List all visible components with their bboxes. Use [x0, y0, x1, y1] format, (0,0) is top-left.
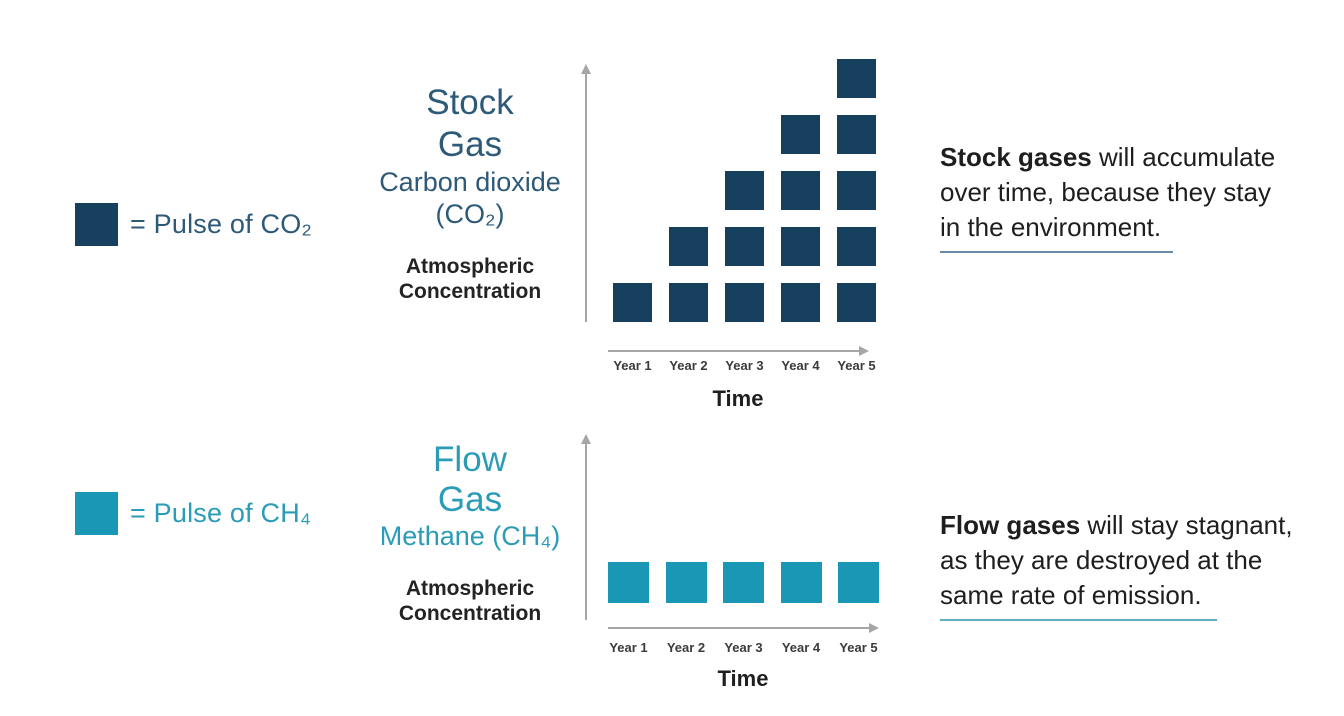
stock-pulse-square [613, 283, 652, 322]
co2-legend: = Pulse of CO₂ [75, 203, 312, 246]
stock-subtitle-line2: (CO₂) [435, 199, 505, 229]
flow-xtick-label: Year 1 [609, 640, 648, 655]
flow-title-block: Flow Gas Methane (CH₄) Atmospheric Conce… [330, 440, 610, 626]
stock-note: Stock gases will accumulate over time, b… [940, 140, 1275, 253]
stock-note-line3: in the environment. [940, 212, 1162, 242]
stock-xtick-label: Year 3 [725, 358, 764, 373]
ch4-legend: = Pulse of CH₄ [75, 492, 311, 535]
stock-xaxis-title: Time [712, 386, 764, 411]
stock-pulse-square [781, 227, 820, 266]
flow-yaxis-label: Atmospheric Concentration [398, 577, 542, 625]
flow-xaxis-title: Time [717, 666, 769, 691]
stock-yaxis-arrow [581, 64, 591, 322]
flow-xtick-label: Year 4 [781, 640, 821, 655]
stock-title-line2: Gas [437, 125, 503, 164]
flow-chart: Year 1 Year 2 Year 3 Year 4 Year 5 Time [560, 420, 910, 716]
stock-note-line2: over time, because they stay [940, 177, 1271, 207]
flow-note-line1: Flow gases will stay stagnant, [940, 510, 1293, 540]
flow-pulse-square [838, 562, 879, 603]
ch4-swatch-icon [75, 492, 118, 535]
stock-subtitle-line1: Carbon dioxide [379, 167, 561, 197]
stock-note-line1: Stock gases will accumulate [940, 142, 1276, 172]
stock-pulse-square [781, 115, 820, 154]
stock-xtick-label: Year 1 [613, 358, 652, 373]
flow-pulse-square [723, 562, 764, 603]
flow-title-line1: Flow [433, 440, 507, 479]
flow-pulse-square [665, 562, 707, 603]
flow-note-line2: as they are destroyed at the [940, 545, 1263, 575]
stock-pulse-square [837, 227, 876, 266]
flow-xaxis-arrow [608, 623, 879, 633]
stock-pulse-square [837, 59, 876, 98]
stock-title-line1: Stock [426, 83, 514, 122]
flow-note-line3: same rate of emission. [940, 580, 1202, 610]
stock-pulse-square [669, 227, 708, 266]
flow-yaxis-arrow [581, 434, 591, 620]
stock-pulse-square [669, 283, 708, 322]
stock-xaxis-arrow [608, 346, 869, 356]
ch4-legend-label: = Pulse of CH₄ [130, 498, 312, 528]
flow-xtick-label: Year 5 [839, 640, 878, 655]
stock-pulse-square [837, 171, 876, 210]
co2-legend-label: = Pulse of CO₂ [130, 209, 313, 239]
stock-pulse-square [725, 171, 764, 210]
flow-note-underline [940, 619, 1217, 621]
flow-pulse-square [780, 562, 822, 603]
flow-title-line2: Gas [437, 480, 503, 519]
stock-pulse-square [725, 283, 764, 322]
stock-xtick-label: Year 5 [837, 358, 876, 373]
co2-swatch-icon [75, 203, 118, 246]
flow-subtitle-line1: Methane (CH₄) [379, 521, 561, 551]
stock-pulse-square [725, 227, 764, 266]
stock-xtick-label: Year 2 [669, 358, 708, 373]
flow-xtick-label: Year 2 [666, 640, 706, 655]
stock-yaxis-label: Atmospheric Concentration [398, 255, 542, 303]
flow-pulse-square [608, 562, 649, 603]
stock-chart: Year 1 Year 2 Year 3 Year 4 Year 5 Time [560, 50, 910, 420]
stock-title-block: Stock Gas Carbon dioxide (CO₂) Atmospher… [330, 82, 610, 304]
stock-pulse-square [837, 115, 876, 154]
flow-xtick-label: Year 3 [724, 640, 763, 655]
stock-note-underline [940, 251, 1173, 253]
stock-xtick-label: Year 4 [781, 358, 820, 373]
stock-pulse-square [781, 283, 820, 322]
stock-pulse-square [837, 283, 876, 322]
stock-pulse-square [781, 171, 820, 210]
flow-note: Flow gases will stay stagnant, as they a… [940, 508, 1293, 621]
